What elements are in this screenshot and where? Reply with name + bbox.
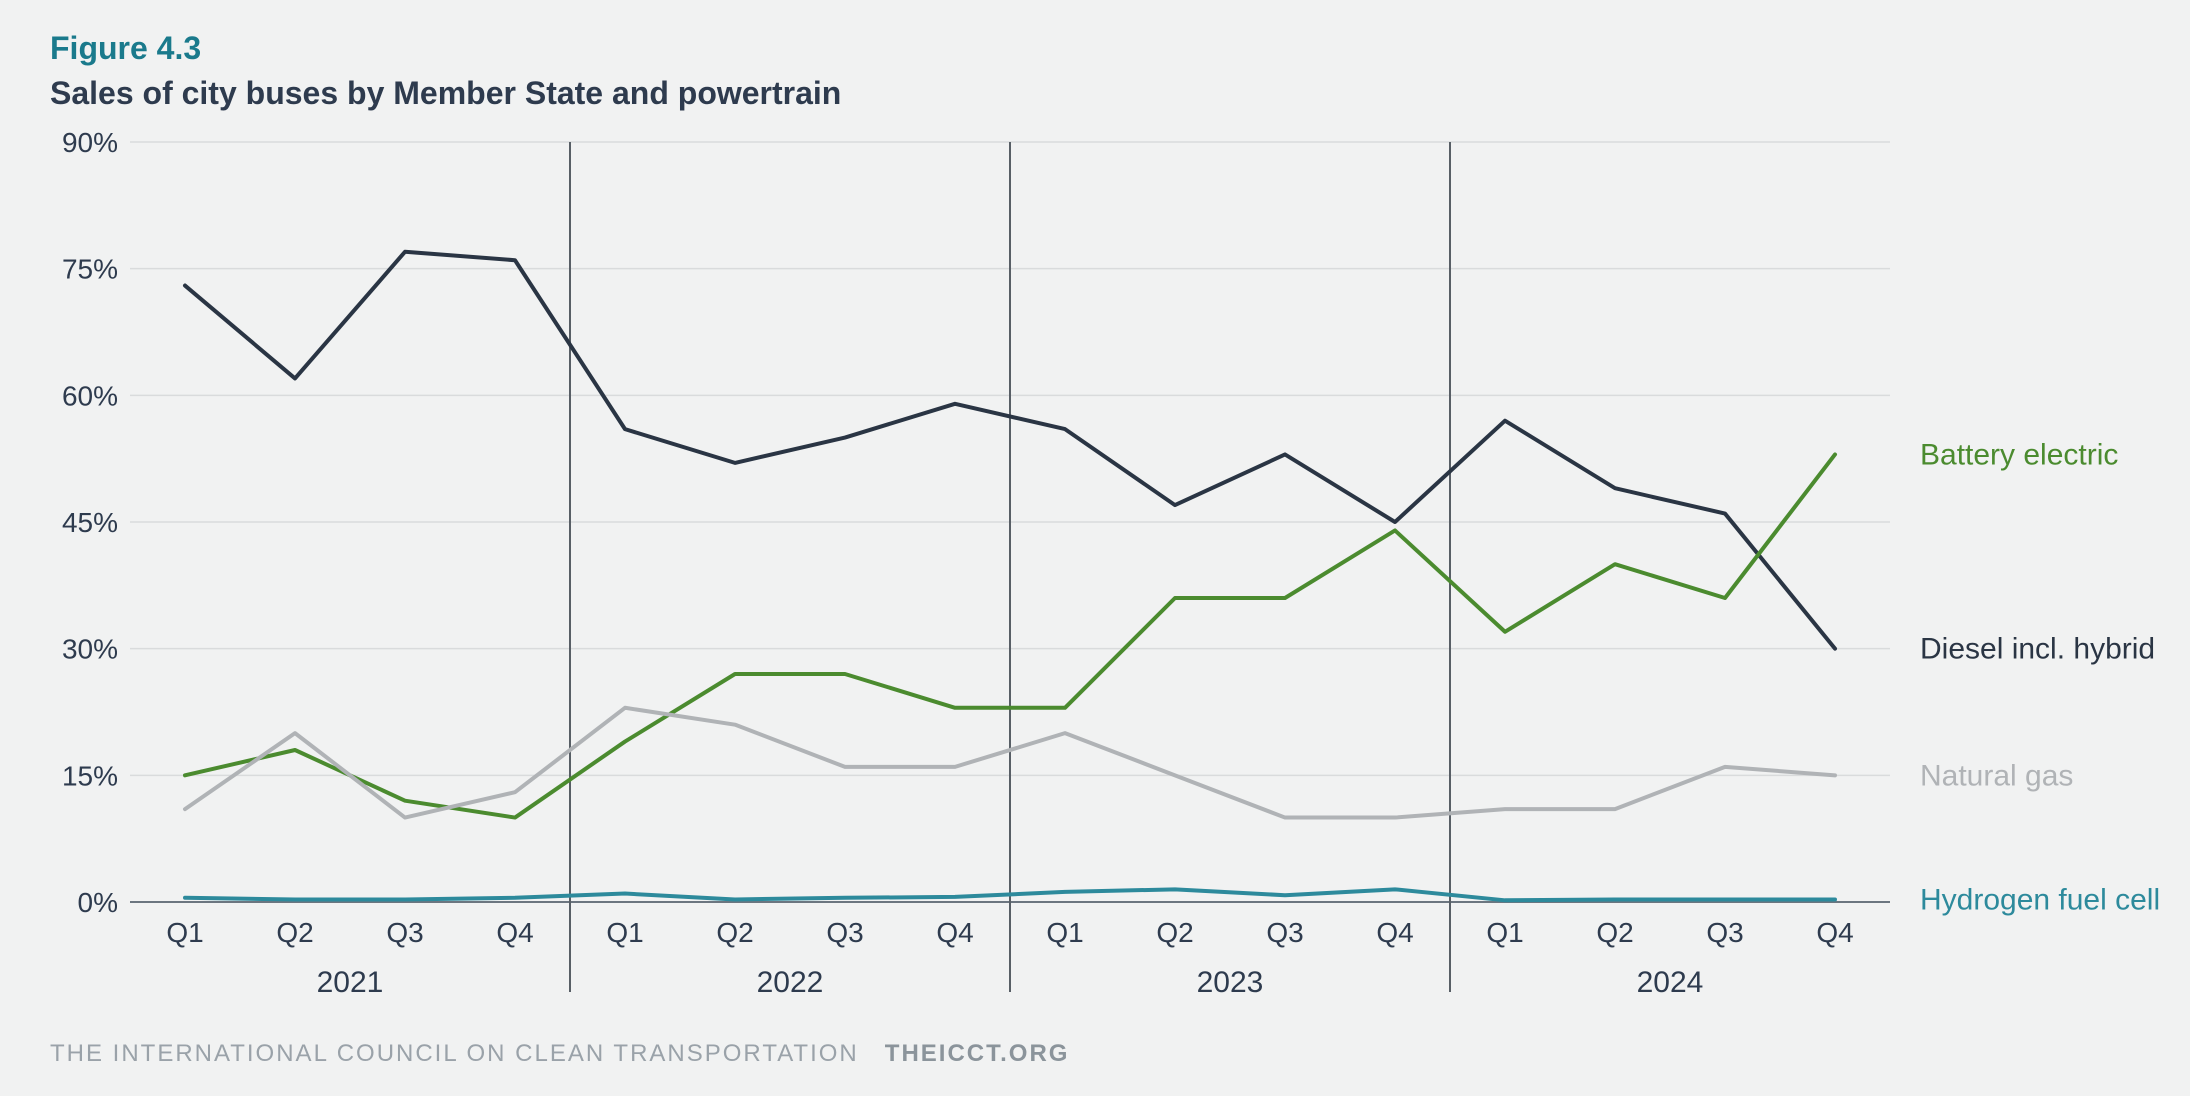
footer-org: THE INTERNATIONAL COUNCIL ON CLEAN TRANS… (50, 1040, 859, 1067)
quarter-label: Q2 (1596, 917, 1633, 948)
footer-url: THEICCT.ORG (885, 1040, 1070, 1067)
quarter-label: Q3 (386, 917, 423, 948)
series-legend-label: Diesel incl. hybrid (1920, 633, 2155, 666)
figure-number: Figure 4.3 (50, 30, 2140, 67)
quarter-label: Q2 (716, 917, 753, 948)
line-chart: 0% 15% 30% 45% 60% 75% 90% Q1 Q2 Q3 Q4 Q1 Q2 Q3 Q4 Q1 Q2… (50, 132, 2190, 1022)
quarter-label: Q3 (826, 917, 863, 948)
quarter-label: Q1 (1486, 917, 1523, 948)
footer-attribution: THE INTERNATIONAL COUNCIL ON CLEAN TRANS… (50, 1040, 1069, 1068)
year-label: 2023 (1197, 966, 1264, 999)
y-tick-label: 45% (62, 507, 118, 538)
y-tick-label: 30% (62, 634, 118, 665)
quarter-label: Q4 (936, 917, 973, 948)
series-legend-label: Battery electric (1920, 438, 2118, 471)
quarter-label: Q3 (1266, 917, 1303, 948)
quarter-label: Q4 (1376, 917, 1413, 948)
chart-area: 0% 15% 30% 45% 60% 75% 90% Q1 Q2 Q3 Q4 Q1 Q2 Q3 Q4 Q1 Q2… (50, 132, 2140, 1022)
quarter-label: Q1 (166, 917, 203, 948)
quarter-label: Q3 (1706, 917, 1743, 948)
quarter-label: Q1 (606, 917, 643, 948)
year-label: 2024 (1637, 966, 1704, 999)
figure-container: Figure 4.3 Sales of city buses by Member… (0, 0, 2190, 1096)
figure-title: Sales of city buses by Member State and … (50, 75, 2140, 112)
quarter-label: Q2 (276, 917, 313, 948)
series-legend-label: Natural gas (1920, 759, 2073, 792)
y-tick-label: 0% (78, 887, 118, 918)
y-tick-label: 75% (62, 254, 118, 285)
y-tick-label: 15% (62, 760, 118, 791)
y-tick-label: 90% (62, 132, 118, 158)
quarter-label: Q1 (1046, 917, 1083, 948)
quarter-label: Q4 (1816, 917, 1853, 948)
quarter-label: Q4 (496, 917, 533, 948)
series-legend-label: Hydrogen fuel cell (1920, 883, 2160, 916)
y-tick-label: 60% (62, 380, 118, 411)
year-label: 2021 (317, 966, 384, 999)
quarter-label: Q2 (1156, 917, 1193, 948)
year-label: 2022 (757, 966, 824, 999)
